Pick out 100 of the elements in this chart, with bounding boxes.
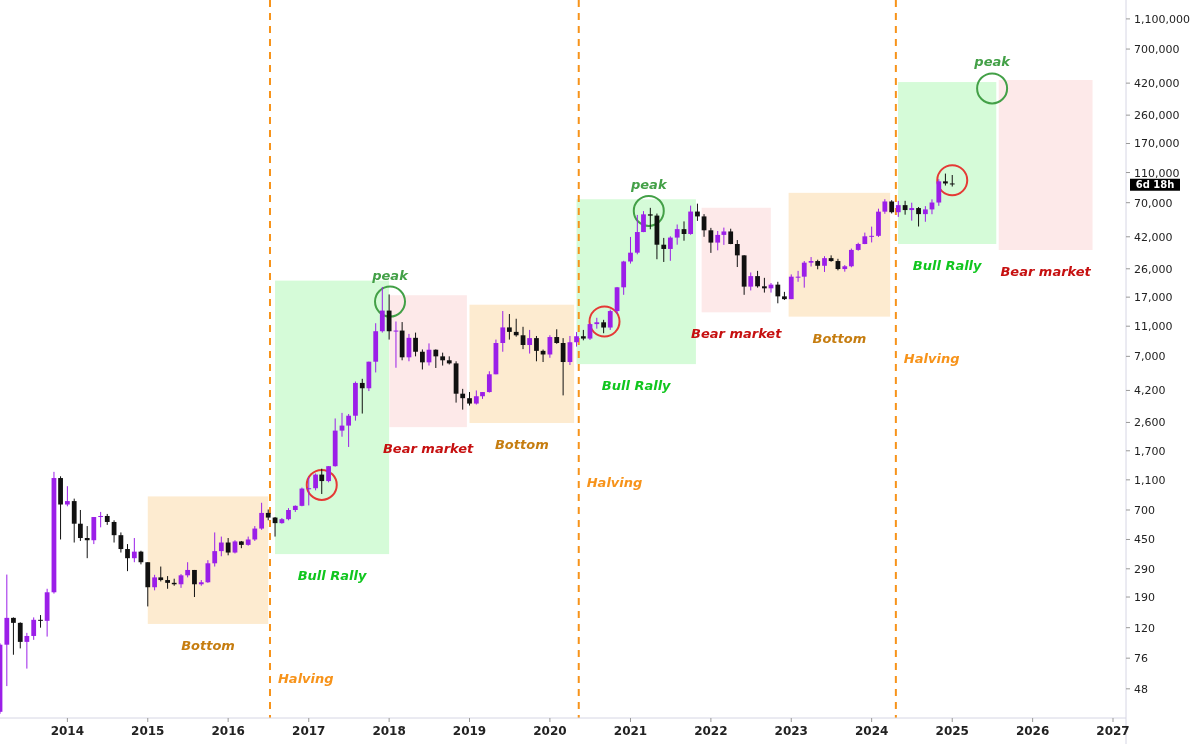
y-tick-label: 17,000	[1134, 291, 1173, 305]
annotation: peak	[630, 176, 668, 192]
band-label: Bottom	[494, 437, 549, 453]
candlestick	[661, 237, 667, 263]
x-tick-label: 2014	[50, 724, 85, 738]
y-tick-label: 290	[1134, 562, 1155, 576]
y-tick-label: 2,600	[1134, 416, 1166, 430]
y-tick-label: 110,000	[1134, 166, 1180, 180]
candlestick	[84, 525, 90, 559]
candlestick	[647, 207, 653, 230]
candlestick	[721, 227, 727, 246]
ref-line-label: Halving	[586, 474, 643, 490]
candlestick	[949, 174, 955, 188]
x-tick-label: 2015	[131, 724, 165, 738]
candlestick	[218, 536, 224, 557]
x-tick-label: 2020	[533, 724, 567, 738]
y-tick-label: 450	[1134, 533, 1155, 547]
band-label: Bottom	[181, 637, 235, 653]
x-tick-label: 2017	[292, 724, 326, 738]
point	[588, 305, 621, 338]
y-tick-label: 4,200	[1134, 384, 1166, 398]
x-tick-label: 2025	[935, 724, 969, 738]
candlestick	[24, 632, 30, 670]
x-tick-label: 2024	[854, 724, 889, 738]
candlestick	[848, 248, 854, 268]
y-tick-label: 120	[1134, 621, 1155, 635]
candlestick	[688, 205, 694, 236]
candlestick	[17, 621, 23, 649]
candlestick	[319, 468, 325, 495]
candlestick	[506, 313, 512, 341]
annotation: peak	[973, 54, 1012, 70]
candlestick	[379, 286, 385, 334]
point	[976, 72, 1009, 105]
candlestick	[708, 227, 714, 254]
y-tick-label: 170,000	[1134, 137, 1180, 151]
candlestick	[775, 281, 781, 304]
candlestick	[192, 569, 197, 598]
candlestick	[916, 206, 921, 227]
candlestick	[420, 348, 425, 370]
x-tick-label: 2023	[774, 724, 808, 738]
candlestick	[11, 616, 16, 656]
y-tick-label: 190	[1134, 591, 1155, 605]
candlestick	[433, 348, 439, 369]
annotation: peak	[371, 267, 410, 283]
y-tick-label: 1,700	[1134, 444, 1166, 458]
y-tick-label: 7,000	[1134, 350, 1166, 364]
candlestick	[125, 543, 130, 572]
candlestick	[212, 531, 218, 568]
y-tick-label: 420,000	[1134, 77, 1180, 91]
candlestick	[667, 235, 673, 262]
point	[632, 194, 665, 227]
ref-line-label: Halving	[277, 671, 334, 687]
y-tick-label: 1,100,000	[1134, 12, 1190, 26]
candlestick	[98, 511, 104, 528]
candlestick	[486, 370, 492, 394]
y-tick-label: 48	[1134, 682, 1148, 696]
ref-line-label: Halving	[903, 351, 960, 367]
x-tick-label: 2021	[613, 724, 648, 738]
candlestick	[77, 509, 83, 542]
candlestick	[71, 498, 77, 544]
candlestick	[460, 388, 466, 411]
y-tick-label: 700,000	[1134, 43, 1180, 57]
band-label: Bottom	[812, 330, 867, 346]
y-tick-label: 1,100	[1134, 473, 1166, 487]
candlestick	[38, 614, 43, 629]
candlestick	[306, 476, 312, 506]
candlestick	[634, 214, 640, 255]
band-label: Bear market	[382, 441, 475, 457]
band-label: Bear market	[691, 326, 783, 342]
candlestick	[936, 178, 942, 207]
candlestick	[359, 378, 365, 415]
text: 6d 18h	[1135, 179, 1175, 191]
candlestick	[259, 502, 265, 531]
candlestick	[828, 254, 834, 263]
candlestick	[386, 293, 392, 341]
candlestick	[534, 335, 539, 362]
candlestick	[65, 485, 70, 507]
x-tick-label: 2027	[1096, 724, 1130, 738]
candlestick	[734, 239, 740, 268]
x-tick-label: 2016	[211, 724, 245, 738]
x-tick-label: 2022	[694, 724, 728, 738]
candlestick	[527, 329, 533, 355]
candlestick	[788, 273, 794, 300]
point	[305, 468, 338, 501]
candlestick	[715, 230, 721, 251]
y-tick-label: 70,000	[1134, 196, 1173, 210]
candlestick	[500, 310, 506, 353]
point	[374, 285, 407, 318]
band-label: Bull Rally	[601, 378, 672, 394]
band-label: Bear market	[1000, 264, 1092, 279]
candlestick	[628, 236, 633, 265]
y-tick-label: 42,000	[1134, 230, 1173, 244]
candlestick	[808, 256, 814, 268]
band-label: Bull Rally	[912, 258, 983, 274]
y-tick-label: 260,000	[1134, 109, 1180, 123]
x-tick-label: 2019	[452, 724, 487, 738]
y-tick-label: 11,000	[1134, 320, 1173, 334]
y-tick-label: 76	[1134, 652, 1148, 666]
candlestick	[674, 223, 680, 246]
candlestick	[31, 616, 37, 641]
